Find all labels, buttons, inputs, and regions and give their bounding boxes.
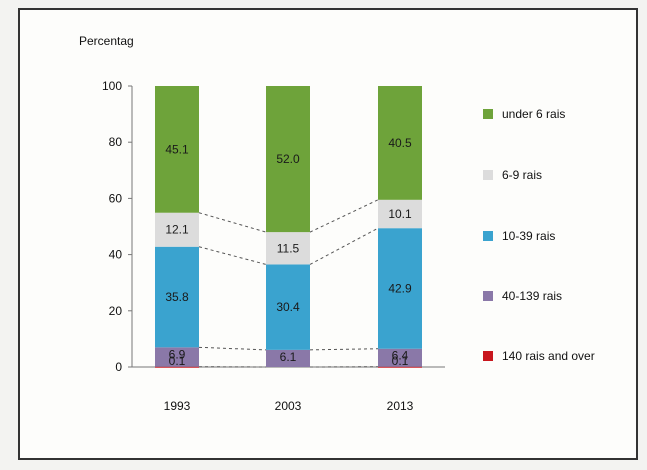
bar-segment <box>266 86 310 233</box>
y-tick-label: 100 <box>102 79 122 93</box>
data-label: 45.1 <box>165 142 189 156</box>
data-label: 30.4 <box>276 300 300 314</box>
connector-line <box>309 348 379 351</box>
data-label: 12.1 <box>165 223 189 237</box>
legend-swatch <box>483 231 493 241</box>
legend-label: under 6 rais <box>502 107 565 121</box>
bar-segment <box>266 232 310 265</box>
data-label: 0.1 <box>169 354 186 368</box>
legend-label: 10-39 rais <box>502 229 555 243</box>
bar-segment <box>155 347 199 367</box>
connector-line <box>198 212 267 233</box>
bar-segment <box>155 86 199 213</box>
y-tick-label: 40 <box>109 248 123 262</box>
data-label: 52.0 <box>276 152 300 166</box>
legend-swatch <box>483 291 493 301</box>
bar-segment <box>378 228 422 349</box>
legend-label: 40-139 rais <box>502 289 562 303</box>
connector-line <box>309 199 379 233</box>
data-label: 40.5 <box>388 136 412 150</box>
connector-line <box>309 227 379 265</box>
legend-swatch <box>483 351 493 361</box>
legend-label: 6-9 rais <box>502 168 542 182</box>
data-label: 6.4 <box>392 349 409 363</box>
y-tick-label: 0 <box>115 360 122 374</box>
x-tick-label: 2013 <box>387 399 414 413</box>
legend-swatch <box>483 170 493 180</box>
y-tick-label: 80 <box>109 135 123 149</box>
bar-segment <box>378 199 422 229</box>
connector-line <box>198 346 267 351</box>
x-tick-label: 1993 <box>164 399 191 413</box>
legend-swatch <box>483 109 493 119</box>
bar-segment <box>155 212 199 247</box>
legend-label: 140 rais and over <box>502 349 595 363</box>
data-label: 35.8 <box>165 290 189 304</box>
chart-frame <box>18 8 638 460</box>
bar-segment <box>378 348 422 367</box>
data-label: 6.9 <box>169 347 186 361</box>
y-tick-label: 60 <box>109 191 123 205</box>
data-label: 42.9 <box>388 281 412 295</box>
data-label: 10.1 <box>388 207 412 221</box>
bar-segment <box>266 264 310 350</box>
bar-segment <box>266 349 310 367</box>
x-tick-label: 2003 <box>275 399 302 413</box>
data-label: 11.5 <box>277 241 300 255</box>
connector-line <box>198 246 267 265</box>
data-label: 0.1 <box>392 354 409 368</box>
data-label: 6.1 <box>280 350 297 364</box>
bar-segment <box>155 366 199 368</box>
y-axis-title: Percentag <box>79 34 134 48</box>
bar-segment <box>378 366 422 368</box>
bar-segment <box>378 86 422 200</box>
y-tick-label: 20 <box>109 304 123 318</box>
bar-segment <box>155 246 199 348</box>
